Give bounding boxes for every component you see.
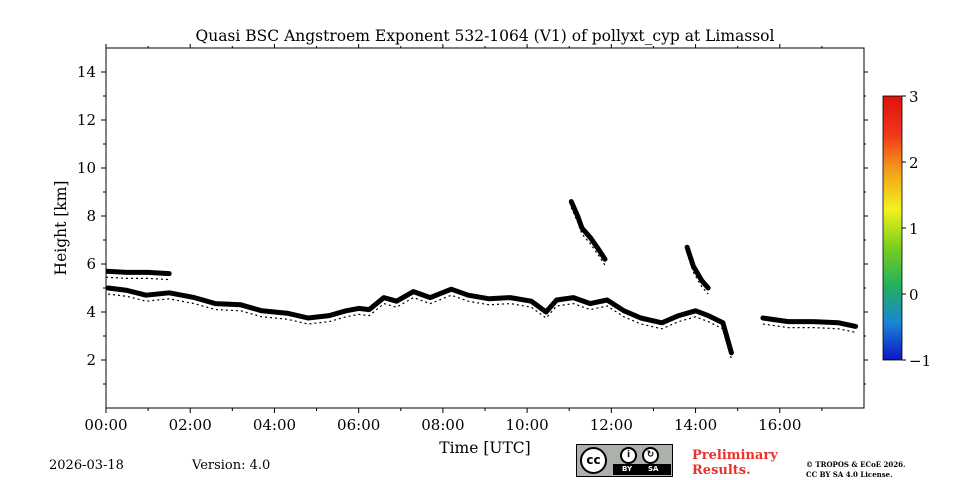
y-tick-label: 10 <box>77 159 96 177</box>
feature-upper-aerosol-layer <box>568 199 608 262</box>
y-tick-label: 6 <box>86 255 96 273</box>
x-tick-label: 04:00 <box>253 416 296 434</box>
preliminary-line-2: Results. <box>692 463 751 478</box>
footer-version: Version: 4.0 <box>192 458 271 473</box>
feature-boundary-layer-top-speckle <box>108 293 732 359</box>
feature-residual-layer-speckle <box>106 276 170 281</box>
feature-descending-plume-speckle <box>686 253 709 295</box>
colorbar <box>882 95 903 361</box>
preliminary-line-1: Preliminary <box>692 448 778 463</box>
y-tick-label: 14 <box>77 63 96 81</box>
copyright-line-2: CC BY SA 4.0 License. <box>806 470 893 479</box>
y-axis-label: Height [km] <box>52 181 70 276</box>
plot-area <box>106 48 864 408</box>
colorbar-tick-label: 0 <box>909 286 919 304</box>
x-tick-label: 10:00 <box>505 416 548 434</box>
data-features <box>106 199 859 359</box>
x-tick-label: 14:00 <box>674 416 717 434</box>
colorbar-tick-label: 3 <box>909 88 919 106</box>
share-alike-icon: ↻ <box>642 447 659 464</box>
x-axis: 00:00 02:00 04:00 06:00 08:00 10:00 12:00 14:00… <box>84 44 823 434</box>
copyright-notice: © TROPOS & ECoE 2026. CC BY SA 4.0 Licen… <box>806 460 905 480</box>
preliminary-notice: Preliminary Results. <box>692 448 778 478</box>
x-tick-label: 12:00 <box>590 416 633 434</box>
feature-late-layer-speckle <box>762 323 856 333</box>
y-tick-label: 12 <box>77 111 96 129</box>
feature-residual-layer <box>106 268 172 277</box>
colorbar-axis: −1 0 1 2 3 <box>902 88 931 370</box>
y-tick-label: 4 <box>86 303 96 321</box>
x-tick-label: 00:00 <box>84 416 127 434</box>
cc-strip: BY SA <box>613 464 671 475</box>
colorbar-tick-label: 1 <box>909 220 919 238</box>
cc-by-label: BY <box>622 465 633 473</box>
copyright-line-1: © TROPOS & ECoE 2026. <box>806 460 906 469</box>
cc-license-badge: cc i ↻ BY SA <box>576 444 673 477</box>
y-tick-label: 8 <box>86 207 96 225</box>
attribution-icon: i <box>620 447 637 464</box>
footer-date: 2026-03-18 <box>49 458 124 473</box>
cc-icon: cc <box>580 447 607 474</box>
x-tick-label: 02:00 <box>169 416 212 434</box>
cc-sa-label: SA <box>648 465 659 473</box>
x-tick-label: 08:00 <box>421 416 464 434</box>
x-tick-label: 16:00 <box>758 416 801 434</box>
x-axis-label: Time [UTC] <box>439 439 530 457</box>
colorbar-tick-label: −1 <box>909 352 931 370</box>
feature-late-layer <box>760 315 859 329</box>
chart-title: Quasi BSC Angstroem Exponent 532-1064 (V… <box>196 27 775 45</box>
y-axis: 2 4 6 8 10 12 14 <box>77 63 868 385</box>
colorbar-tick-label: 2 <box>909 154 919 172</box>
feature-boundary-layer-top <box>106 285 734 356</box>
x-tick-label: 06:00 <box>337 416 380 434</box>
feature-descending-plume <box>684 244 711 291</box>
y-tick-label: 2 <box>86 351 96 369</box>
